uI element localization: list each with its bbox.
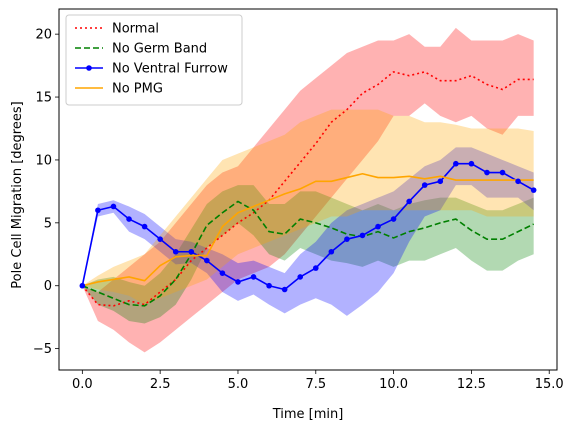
legend-label-no-germ-band: No Germ Band [112, 42, 207, 57]
marker-no-ventral-furrow [515, 178, 521, 185]
marker-no-ventral-furrow [344, 236, 350, 242]
marker-no-ventral-furrow [172, 248, 179, 255]
line-normal [81, 71, 534, 307]
x-tick-label: 10.0 [379, 377, 408, 392]
line-no-pmg [82, 172, 534, 287]
y-tick-label: 20 [35, 28, 52, 43]
y-tick-label: −5 [33, 342, 52, 357]
legend-marker-no-ventral-furrow [86, 65, 92, 71]
series-markers [79, 160, 537, 293]
marker-no-ventral-furrow [126, 216, 132, 222]
marker-no-ventral-furrow [375, 223, 381, 230]
marker-no-ventral-furrow [312, 265, 319, 271]
marker-no-ventral-furrow [250, 274, 257, 280]
band-no-germ-band [82, 185, 534, 324]
y-tick-label: 10 [35, 153, 52, 168]
marker-no-ventral-furrow [157, 236, 163, 242]
marker-no-ventral-furrow [188, 248, 195, 255]
y-axis-ticks: −5 0 5 10 15 20 [33, 28, 59, 357]
marker-no-ventral-furrow [328, 248, 335, 255]
y-tick-label: 15 [35, 91, 52, 106]
marker-no-ventral-furrow [110, 203, 117, 210]
marker-no-ventral-furrow [453, 160, 459, 167]
x-tick-label: 15.0 [535, 377, 564, 392]
marker-no-ventral-furrow [421, 182, 428, 188]
line-no-germ-band [82, 200, 535, 307]
marker-no-ventral-furrow [499, 169, 506, 176]
y-tick-label: 5 [44, 216, 52, 231]
marker-no-ventral-furrow [235, 279, 241, 285]
y-tick-label: 0 [44, 279, 52, 294]
plot-frame [58, 8, 558, 371]
x-axis-label: Time [min] [272, 407, 344, 422]
marker-no-ventral-furrow [484, 169, 490, 176]
marker-no-ventral-furrow [79, 282, 86, 289]
marker-no-ventral-furrow [468, 160, 475, 167]
legend-box [65, 14, 243, 106]
marker-no-ventral-furrow [95, 207, 101, 214]
marker-no-ventral-furrow [359, 232, 366, 239]
x-tick-label: 0.0 [72, 377, 93, 392]
x-tick-label: 12.5 [457, 377, 486, 392]
marker-no-ventral-furrow [141, 223, 148, 230]
legend-label-normal: Normal [112, 22, 159, 37]
marker-no-ventral-furrow [390, 216, 397, 222]
legend: Normal No Germ Band No Ventral Furrow No PM… [65, 14, 243, 106]
marker-no-ventral-furrow [297, 274, 304, 280]
marker-no-ventral-furrow [406, 198, 412, 205]
marker-no-ventral-furrow [266, 282, 272, 289]
legend-label-no-ventral-furrow: No Ventral Furrow [112, 62, 228, 77]
x-tick-label: 5.0 [228, 377, 249, 392]
marker-no-ventral-furrow [530, 187, 537, 193]
marker-no-ventral-furrow [219, 270, 226, 276]
x-tick-label: 7.5 [305, 377, 326, 392]
x-axis-ticks: 0.0 2.5 5.0 7.5 10.0 12.5 15.0 [72, 370, 564, 392]
x-tick-label: 2.5 [150, 377, 171, 392]
marker-no-ventral-furrow [437, 178, 444, 185]
band-normal [82, 27, 534, 353]
y-axis-label: Pole Cell Migration [degrees] [10, 101, 25, 288]
marker-no-ventral-furrow [204, 257, 210, 264]
marker-no-ventral-furrow [281, 286, 288, 293]
legend-label-no-pmg: No PMG [112, 82, 163, 97]
